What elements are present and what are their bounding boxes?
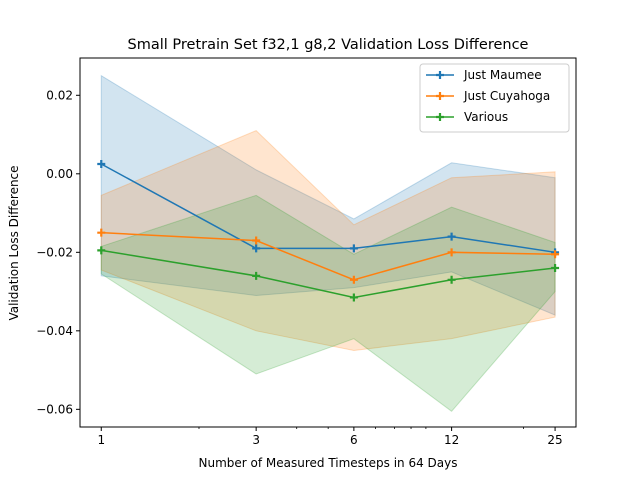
y-axis-label: Validation Loss Difference	[7, 165, 21, 320]
chart-title: Small Pretrain Set f32,1 g8,2 Validation…	[128, 37, 529, 53]
series-lines	[97, 159, 560, 302]
legend-box	[419, 63, 570, 133]
band-various	[100, 194, 556, 412]
y-tick-label: −0.06	[36, 402, 73, 416]
plot-frame	[79, 57, 577, 428]
legend-label-just-cuyahoga: Just Cuyahoga	[463, 89, 550, 103]
y-axis-ticks: −0.06 −0.04 −0.02 0.00 0.02	[36, 88, 80, 416]
y-tick-label: −0.02	[36, 245, 73, 259]
x-axis-ticks: 1 3 6 12 25	[97, 427, 563, 447]
data-point-just-cuyahoga	[252, 236, 261, 245]
band-just-cuyahoga	[100, 130, 556, 351]
legend-marker	[436, 92, 444, 100]
x-tick-label: 6	[350, 433, 358, 447]
data-point-just-cuyahoga	[551, 250, 560, 259]
y-tick-label: 0.02	[46, 88, 73, 102]
y-tick-label: −0.04	[36, 324, 73, 338]
data-point-various	[447, 275, 456, 284]
x-tick-label: 3	[252, 433, 260, 447]
legend-label-various: Various	[464, 110, 508, 124]
y-tick-label: 0.00	[46, 167, 73, 181]
legend-marker	[436, 113, 444, 121]
data-point-just-cuyahoga	[349, 275, 358, 284]
data-point-various	[252, 271, 261, 280]
legend-marker	[436, 71, 444, 79]
data-point-just-maumee	[252, 244, 261, 253]
x-tick-label: 25	[547, 433, 562, 447]
x-tick-label: 1	[97, 433, 105, 447]
data-point-various	[551, 264, 560, 273]
data-point-just-maumee	[447, 232, 456, 241]
data-point-just-maumee	[349, 244, 358, 253]
data-point-various	[97, 246, 106, 255]
data-point-just-cuyahoga	[97, 228, 106, 237]
data-point-just-cuyahoga	[447, 248, 456, 257]
x-tick-label: 12	[444, 433, 459, 447]
x-axis-label: Number of Measured Timesteps in 64 Days	[198, 456, 457, 470]
legend: Just Maumee Just Cuyahoga Various	[419, 63, 570, 133]
legend-label-just-maumee: Just Maumee	[463, 68, 542, 82]
data-point-just-maumee	[97, 159, 106, 168]
data-point-various	[349, 293, 358, 302]
